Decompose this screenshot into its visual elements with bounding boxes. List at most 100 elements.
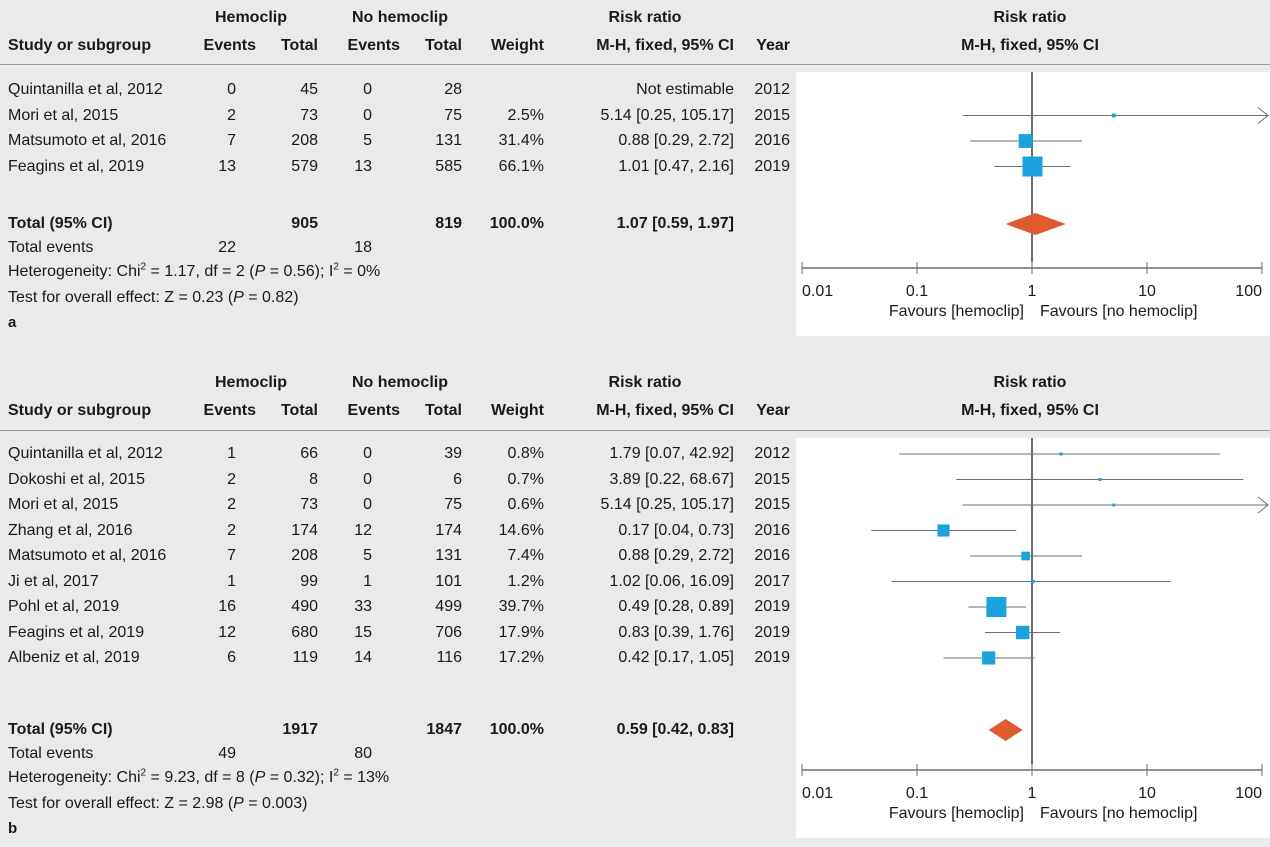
hemoclip-total: 208 [291,132,318,149]
x-tick-label: 0.01 [802,785,833,802]
no-hemoclip-events: 0 [363,496,372,513]
total-label: Total (95% CI) [8,721,113,738]
pooled-diamond [1005,213,1066,235]
x-tick-label: 10 [1138,283,1156,300]
total-events-e1: 49 [218,745,236,762]
study-name: Quintanilla et al, 2012 [8,445,163,462]
hemoclip-total: 73 [300,496,318,513]
header-divider [0,430,1270,431]
weight-column-header: Weight [490,37,544,54]
weight-cell: 39.7% [498,598,544,615]
no-hemoclip-group-header: No hemoclip [351,9,448,26]
study-name: Feagins et al, 2019 [8,157,145,175]
total-weight: 100.0% [489,215,544,232]
total-events-e1: 22 [218,239,236,256]
year-cell: 2019 [754,649,790,666]
no-hemoclip-total: 39 [444,445,462,462]
panel-label: a [8,314,17,331]
hemoclip-total: 119 [292,649,318,666]
heterogeneity-text: Heterogeneity: Chi2 = 9.23, df = 8 (P = … [8,767,390,786]
ci-cell: 0.42 [0.17, 1.05] [618,649,734,666]
study-name: Matsumoto et al, 2016 [8,547,167,564]
hemoclip-events: 1 [227,572,236,590]
weight-cell: 0.8% [507,445,544,462]
effect-marker [1021,551,1030,561]
weight-cell: 17.2% [498,649,544,666]
total-events-label: Total events [8,239,94,256]
ci-cell: 0.17 [0.04, 0.73] [618,521,734,539]
favours-left-label: Favours [hemoclip] [889,303,1024,320]
no-hemoclip-total: 174 [435,521,462,539]
hemoclip-total: 208 [291,547,318,564]
plot-method-header: M-H, fixed, 95% CI [961,402,1099,419]
total-weight: 100.0% [489,721,544,738]
hemoclip-total: 45 [300,81,318,98]
ci-cell: 1.79 [0.07, 42.92] [609,445,734,462]
effect-marker [986,597,1007,617]
x-tick-label: 10 [1138,785,1156,802]
hemoclip-group-header: Hemoclip [214,374,287,391]
effect-marker [1018,134,1033,148]
effect-marker [1111,113,1116,118]
hemoclip-events: 16 [218,598,236,615]
ci-arrow [1257,107,1269,124]
hemoclip-total: 680 [291,623,318,641]
no-hemoclip-events: 33 [354,598,372,615]
year-cell: 2015 [754,106,790,124]
events-column-header: Events [203,37,256,54]
favours-right-label: Favours [no hemoclip] [1040,303,1197,320]
study-name: Dokoshi et al, 2015 [8,470,145,488]
effect-marker [1112,503,1116,507]
favours-left-label: Favours [hemoclip] [889,805,1024,822]
total-n1: 905 [291,215,318,232]
year-cell: 2015 [754,470,790,488]
no-hemoclip-total: 75 [444,496,462,513]
year-cell: 2012 [754,81,790,98]
hemoclip-events: 2 [227,521,236,539]
ci-cell: 5.14 [0.25, 105.17] [600,106,734,124]
ci-cell: Not estimable [636,81,734,98]
no-hemoclip-group-header: No hemoclip [351,374,448,391]
x-tick-label: 1 [1028,283,1037,300]
study-name: Mori et al, 2015 [8,106,119,124]
x-tick-label: 0.1 [906,283,928,300]
events-column-header: Events [203,402,256,419]
total-ci: 1.07 [0.59, 1.97] [616,215,734,232]
year-cell: 2016 [754,521,790,539]
weight-cell: 0.7% [507,470,544,488]
no-hemoclip-total: 116 [436,649,462,666]
year-cell: 2019 [754,623,790,641]
effect-marker [982,651,996,665]
total-events-label: Total events [8,745,94,762]
total-n1: 1917 [282,721,318,738]
study-name: Quintanilla et al, 2012 [8,81,163,98]
no-hemoclip-total: 101 [435,572,462,590]
weight-cell: 2.5% [507,106,544,124]
no-hemoclip-events: 5 [363,547,372,564]
hemoclip-events: 6 [227,649,236,666]
hemoclip-events: 2 [227,496,236,513]
study-name: Pohl et al, 2019 [8,598,120,615]
x-tick-label: 0.01 [802,283,833,300]
ci-column-header: M-H, fixed, 95% CI [596,37,734,54]
ci-cell: 0.88 [0.29, 2.72] [618,132,734,149]
overall-effect-text: Test for overall effect: Z = 0.23 (P = 0… [8,289,299,306]
effect-marker [937,524,950,537]
pooled-diamond [988,719,1023,741]
total-events-e2: 80 [354,745,372,762]
no-hemoclip-events: 5 [363,132,372,149]
hemoclip-total: 8 [309,470,318,488]
plot-risk-ratio-header: Risk ratio [993,9,1067,26]
effect-marker [1031,579,1035,584]
hemoclip-total: 174 [291,521,318,539]
no-hemoclip-total: 75 [444,106,462,124]
total-column-header: Total [424,37,462,54]
total-column-header: Total [280,402,318,419]
hemoclip-total: 579 [291,157,318,175]
hemoclip-events: 2 [227,106,236,124]
effect-marker [1022,156,1043,177]
events-column-header: Events [347,37,400,54]
study-column-header: Study or subgroup [8,402,152,419]
risk-ratio-header: Risk ratio [608,374,682,391]
weight-cell: 66.1% [498,157,544,175]
